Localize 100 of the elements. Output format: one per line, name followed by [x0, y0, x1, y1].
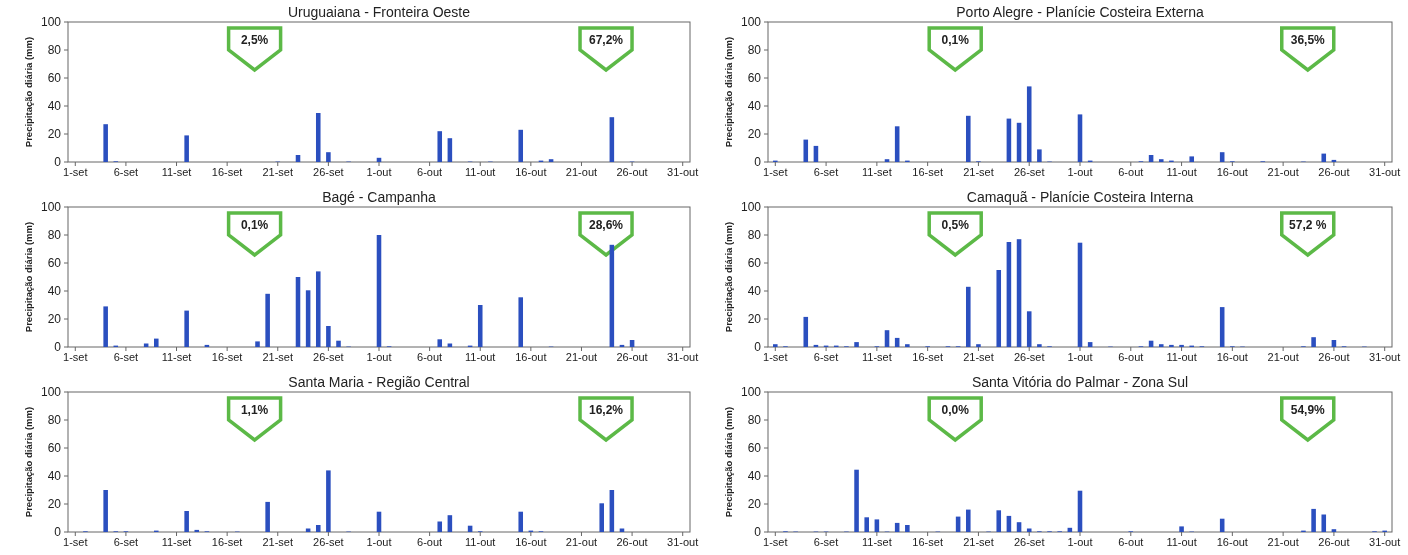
y-tick-label: 0 [754, 525, 762, 540]
x-tick-label: 6-set [113, 351, 139, 363]
bar [884, 159, 890, 162]
bar [1179, 526, 1184, 532]
annotation: 36,5% [1290, 33, 1326, 47]
y-axis-title: Precipitação diária (mm) [23, 406, 34, 518]
y-tick-label: 60 [47, 71, 62, 86]
bar [1158, 344, 1164, 347]
bar [184, 135, 189, 162]
x-tick-label: 6-out [1118, 351, 1144, 363]
x-tick-label: 16-set [211, 351, 243, 363]
x-tick-label: 1-set [763, 351, 788, 363]
x-tick-label: 21-out [565, 536, 598, 548]
chart-title: Camaquã - Planície Costeira Interna [966, 189, 1194, 205]
x-tick-label: 26-set [313, 536, 344, 548]
bar [864, 517, 869, 532]
chart-title: Porto Alegre - Planície Costeira Externa [956, 4, 1204, 20]
bar [103, 306, 108, 347]
x-tick-label: 21-set [262, 166, 294, 178]
y-tick-label: 100 [740, 200, 762, 215]
x-tick-label: 1-set [63, 166, 88, 178]
x-tick-label: 26-set [313, 351, 344, 363]
bar [803, 139, 809, 162]
annotation: 16,2% [589, 403, 624, 417]
bar [437, 131, 443, 162]
bar [315, 525, 321, 532]
x-tick-label: 11-set [861, 536, 892, 548]
bar [437, 339, 443, 347]
x-tick-label: 21-out [1267, 166, 1299, 178]
y-tick-label: 20 [47, 312, 62, 327]
bar [518, 511, 524, 532]
x-tick-label: 16-out [515, 536, 547, 548]
y-tick-label: 40 [47, 284, 62, 299]
x-tick-label: 26-set [1013, 536, 1045, 548]
x-tick-label: 16-set [912, 166, 943, 178]
x-tick-label: 1-out [366, 166, 392, 178]
bar [326, 470, 331, 532]
bar [336, 340, 341, 347]
x-tick-label: 16-set [211, 536, 243, 548]
x-tick-label: 21-out [1267, 351, 1299, 363]
bar [996, 270, 1002, 347]
x-tick-label: 26-out [616, 351, 648, 363]
bar [326, 152, 331, 162]
x-tick-label: 11-set [161, 536, 192, 548]
x-tick-label: 11-out [1166, 351, 1197, 363]
y-tick-label: 80 [747, 43, 762, 58]
x-tick-label: 31-out [1369, 351, 1401, 363]
bar [1311, 337, 1316, 347]
annotation: 54,9% [1290, 403, 1326, 417]
y-tick-label: 80 [47, 43, 62, 58]
y-tick-label: 40 [47, 99, 62, 114]
y-tick-label: 40 [747, 284, 762, 299]
bar [905, 525, 910, 532]
y-tick-label: 100 [40, 15, 62, 30]
x-tick-label: 26-out [616, 166, 648, 178]
x-tick-label: 31-out [667, 166, 699, 178]
x-tick-label: 1-set [763, 536, 788, 548]
x-tick-label: 1-set [63, 351, 88, 363]
bar [1321, 514, 1327, 532]
bar [1331, 529, 1337, 532]
bar [326, 326, 331, 347]
bar [103, 490, 108, 532]
x-tick-label: 31-out [1369, 166, 1401, 178]
y-tick-label: 100 [40, 385, 62, 400]
y-tick-label: 0 [754, 155, 762, 170]
y-tick-label: 80 [747, 413, 762, 428]
x-tick-label: 16-out [1216, 536, 1248, 548]
y-tick-label: 0 [54, 340, 62, 355]
x-tick-label: 16-set [912, 536, 943, 548]
bar [315, 271, 321, 347]
y-tick-label: 0 [754, 340, 762, 355]
y-tick-label: 80 [47, 228, 62, 243]
x-tick-label: 21-out [1267, 536, 1299, 548]
bar [803, 316, 809, 347]
y-tick-label: 100 [740, 385, 762, 400]
y-axis-title: Precipitação diária (mm) [723, 36, 734, 148]
chart-title: Santa Maria - Região Central [288, 374, 470, 390]
x-tick-label: 6-set [813, 351, 839, 363]
x-tick-label: 21-set [963, 536, 994, 548]
x-tick-label: 11-set [861, 351, 892, 363]
annotation: 67,2% [589, 33, 624, 47]
bar [1158, 159, 1164, 162]
bar [854, 469, 859, 532]
bar [1026, 311, 1032, 347]
bar [154, 338, 159, 347]
x-tick-label: 26-set [1013, 351, 1045, 363]
x-tick-label: 26-set [313, 166, 344, 178]
x-tick-label: 6-out [417, 351, 443, 363]
y-tick-label: 80 [747, 228, 762, 243]
x-tick-label: 6-out [1118, 166, 1144, 178]
y-tick-label: 0 [54, 155, 62, 170]
y-tick-label: 20 [747, 127, 762, 142]
x-tick-label: 21-set [963, 351, 994, 363]
x-tick-label: 31-out [667, 536, 699, 548]
annotation: 0,0% [941, 403, 970, 417]
bar [255, 341, 260, 347]
x-tick-label: 16-set [912, 351, 943, 363]
x-tick-label: 16-out [1216, 351, 1248, 363]
bar [1026, 528, 1032, 532]
bar [194, 529, 200, 532]
